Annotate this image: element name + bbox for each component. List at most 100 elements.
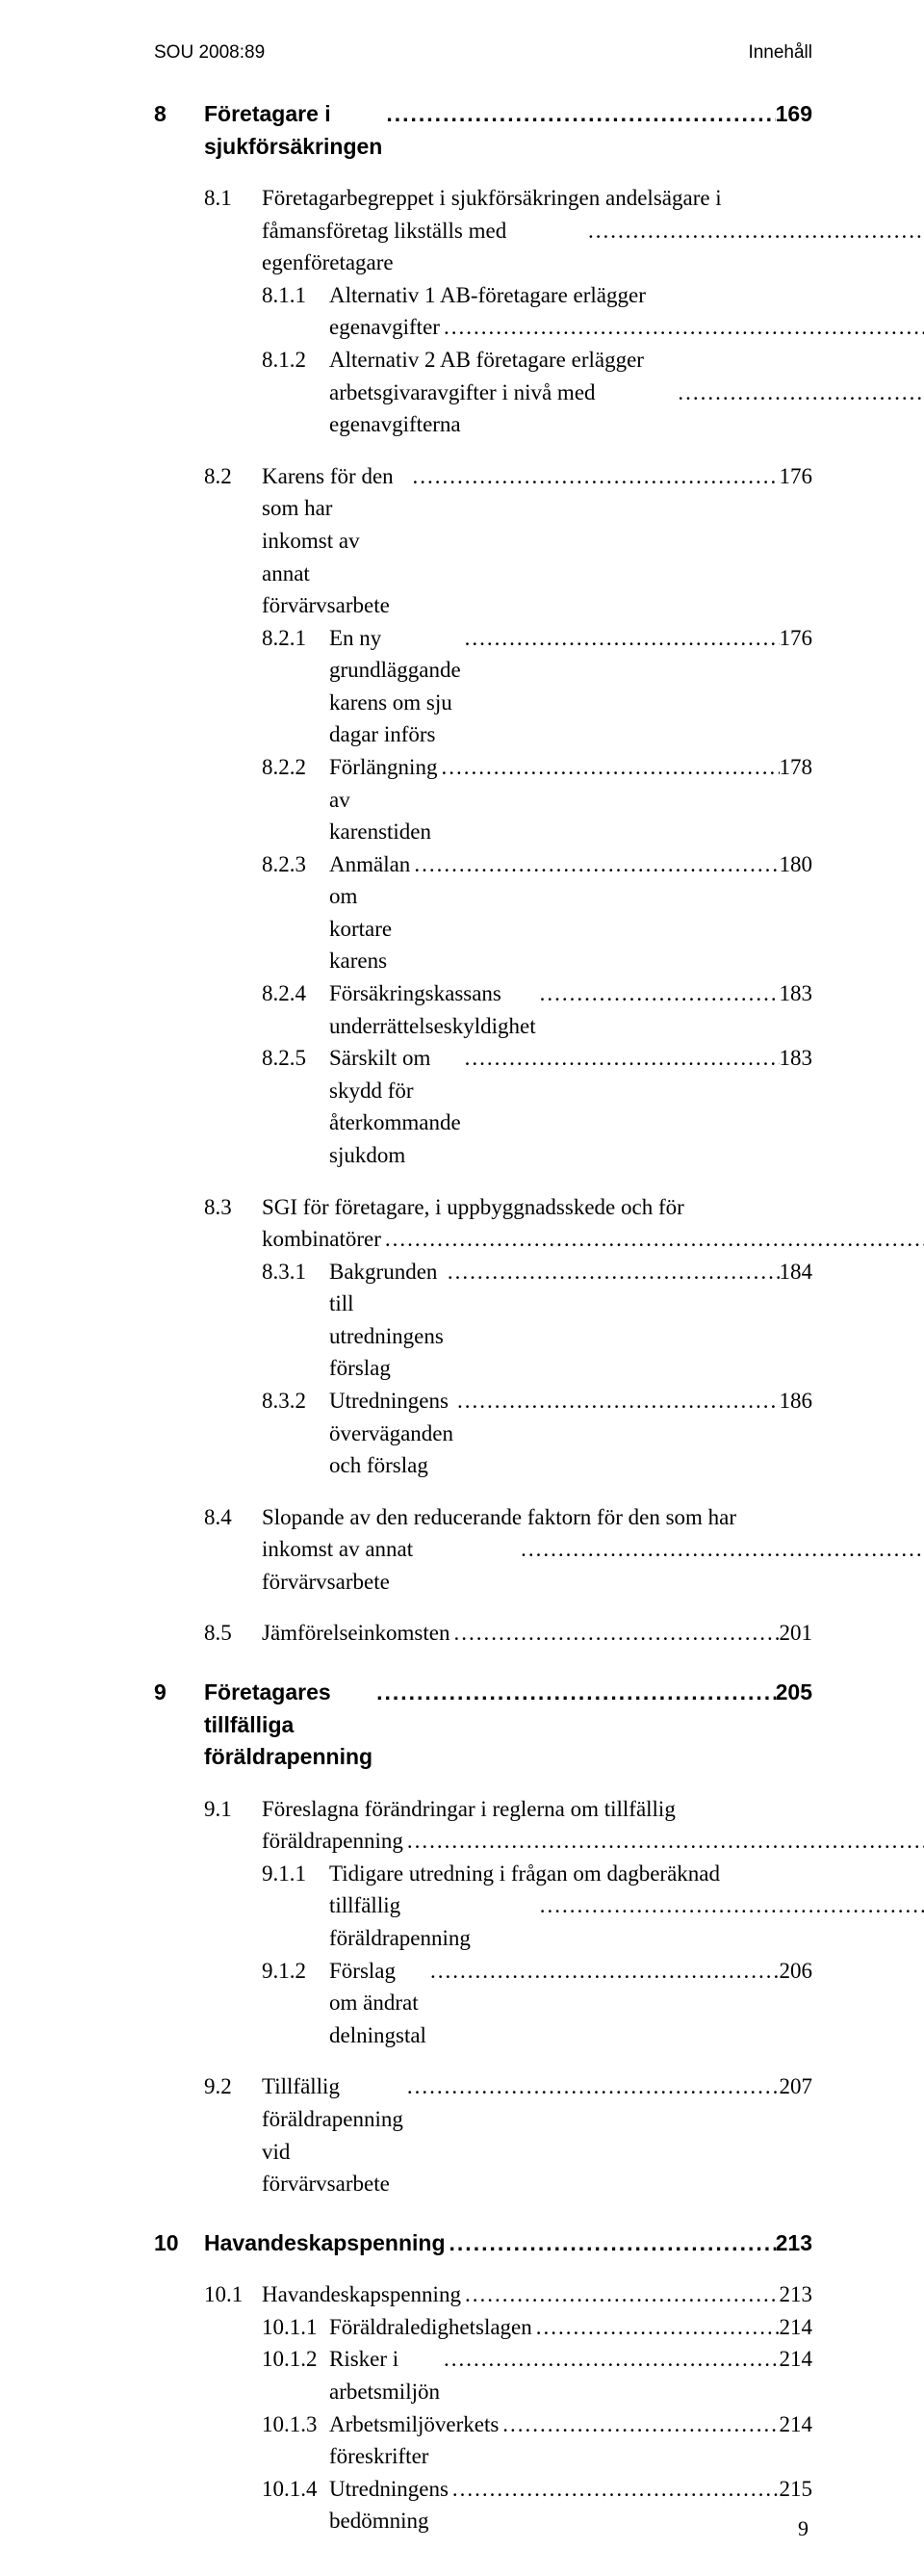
toc-entry-page: 215 [780,2473,813,2506]
toc-entry: 10.1.1Föräldraledighetslagen 214 [262,2311,812,2344]
toc-entry-title: Alternativ 1 AB-företagare erlägger [329,279,924,312]
toc-entry: 8.3.2Utredningens överväganden och försl… [262,1385,812,1482]
toc-entry: 8.4Slopande av den reducerande faktorn f… [204,1501,812,1599]
toc-entry-page: 214 [780,2343,813,2376]
toc-entry-title-cont: föräldrapenning [262,1825,403,1858]
toc-leader [440,2343,780,2376]
toc-entry-number: 9.1.1 [262,1858,329,1890]
toc-entry: 8.2.4Försäkringskassans underrättelsesky… [262,977,812,1042]
toc-entry-page: 214 [780,2311,813,2344]
toc-entry-number: 10.1.1 [262,2311,329,2344]
toc-entry: 8.2.1En ny grundläggande karens om sju d… [262,622,812,751]
toc-leader [446,2227,776,2260]
toc-entry-number: 8.2.2 [262,751,329,784]
toc-entry-page: 180 [780,848,813,881]
toc-leader [403,2070,780,2103]
toc-entry-number: 8.2.1 [262,622,329,655]
toc-entry-title-cont: tillfällig föräldrapenning [329,1889,536,1954]
toc-entry: 8Företagare i sjukförsäkringen 169 [154,98,812,163]
toc-entry-title: En ny grundläggande karens om sju dagar … [329,622,461,751]
toc-entry-number: 8.3.2 [262,1385,329,1418]
toc-entry-number: 10.1.3 [262,2408,329,2441]
toc-entry-number: 10.1.2 [262,2343,329,2376]
toc-entry-title: Företagares tillfälliga föräldrapenning [204,1677,372,1774]
toc-entry-number: 8.2.5 [262,1042,329,1075]
toc-entry: 8.1.2Alternativ 2 AB företagare erlägger… [262,344,812,441]
toc-entry-page: 206 [780,1955,813,1988]
toc-entry-title: Förlängning av karenstiden [329,751,437,848]
toc-entry: 8.3SGI för företagare, i uppbyggnadssked… [204,1191,812,1256]
toc-entry-page: 205 [776,1677,812,1709]
toc-entry-number: 9.2 [204,2070,262,2103]
toc-entry: 10.1Havandeskapspenning213 [204,2278,812,2311]
toc-entry-number: 8.2 [204,460,262,493]
toc-entry-title: Alternativ 2 AB företagare erlägger [329,344,924,377]
toc-entry: 9.1.1Tidigare utredning i frågan om dagb… [262,1858,812,1955]
toc-entry-title: Företagare i sjukförsäkringen [204,98,382,163]
toc-entry-page: 214 [780,2408,813,2441]
toc-leader [437,751,779,784]
toc-entry: 8.1.1Alternativ 1 AB-företagare erlägger… [262,279,812,344]
running-header-right: Innehåll [748,42,812,64]
toc-entry-title: Anmälan om kortare karens [329,848,410,977]
toc-entry-title: Arbetsmiljöverkets föreskrifter [329,2408,499,2473]
toc-entry-number: 9.1 [204,1793,262,1826]
toc-leader [461,2278,780,2311]
toc-entry: 8.2.5Särskilt om skydd för återkommande … [262,1042,812,1171]
toc-entry-page: 183 [780,977,813,1010]
toc-entry-title-cont: fåmansföretag likställs med egenföretaga… [262,215,584,279]
toc-entry-page: 213 [780,2278,813,2311]
toc-entry-number: 8.2.3 [262,848,329,881]
toc-entry-title: Föräldraledighetslagen [329,2311,532,2344]
toc-entry-number: 8.5 [204,1617,262,1650]
toc-leader [461,622,780,655]
toc-leader [403,1825,924,1858]
toc-entry-number: 8.2.4 [262,977,329,1010]
toc-entry-title: Utredningens överväganden och förslag [329,1385,453,1482]
toc-entry-title: Försäkringskassans underrättelseskyldigh… [329,977,536,1042]
toc-entry-number: 8.3 [204,1191,262,1224]
toc-leader [444,1256,780,1288]
toc-entry-number: 9 [154,1677,204,1709]
toc-entry-page: 176 [780,622,813,655]
toc-entry-title: Förslag om ändrat delningstal [329,1955,426,2052]
toc-entry-title: Tidigare utredning i frågan om dagberäkn… [329,1858,924,1890]
toc-entry-title: Havandeskapspenning [204,2227,446,2260]
toc-entry-page: 178 [780,751,813,784]
toc-entry-number: 8.4 [204,1501,262,1534]
toc-entry-title: SGI för företagare, i uppbyggnadsskede o… [262,1191,924,1224]
toc-leader [674,377,924,409]
toc-entry-number: 9.1.2 [262,1955,329,1988]
toc-entry-page: 207 [780,2070,813,2103]
toc-entry: 10Havandeskapspenning 213 [154,2227,812,2260]
toc-entry: 8.2.2Förlängning av karenstiden 178 [262,751,812,848]
toc-leader [409,460,780,493]
toc-entry-page: 169 [776,98,812,131]
toc-entry-page: 183 [780,1042,813,1075]
toc-entry: 8.1Företagarbegreppet i sjukförsäkringen… [204,182,812,279]
page-container: SOU 2008:89 Innehåll 8Företagare i sjukf… [0,0,924,2576]
toc-entry: 8.3.1Bakgrunden till utredningens försla… [262,1256,812,1385]
toc-entry-title: Havandeskapspenning [262,2278,461,2311]
toc-entry-title-cont: arbetsgivaravgifter i nivå med egenavgif… [329,377,674,441]
toc-entry-title: Utredningens bedömning [329,2473,449,2537]
table-of-contents: 8Företagare i sjukförsäkringen 169 8.1Före… [154,98,812,2537]
toc-leader [440,311,924,344]
running-header-left: SOU 2008:89 [154,42,265,64]
toc-leader [499,2408,779,2441]
toc-entry: 9.1Föreslagna förändringar i reglerna om… [204,1793,812,1858]
toc-leader [449,1617,779,1650]
toc-entry-page: 201 [780,1617,813,1650]
toc-entry-number: 10 [154,2227,204,2260]
toc-entry-number: 8 [154,98,204,131]
toc-entry-number: 8.1.1 [262,279,329,312]
toc-entry: 10.1.3Arbetsmiljöverkets föreskrifter 214 [262,2408,812,2473]
toc-leader [536,977,780,1010]
toc-leader [584,215,924,247]
toc-leader [372,1677,776,1709]
toc-entry-title: Risker i arbetsmiljön [329,2343,440,2407]
toc-entry-page: 213 [776,2227,812,2260]
toc-entry-number: 8.1.2 [262,344,329,377]
toc-leader [382,98,775,131]
toc-leader [517,1533,924,1566]
